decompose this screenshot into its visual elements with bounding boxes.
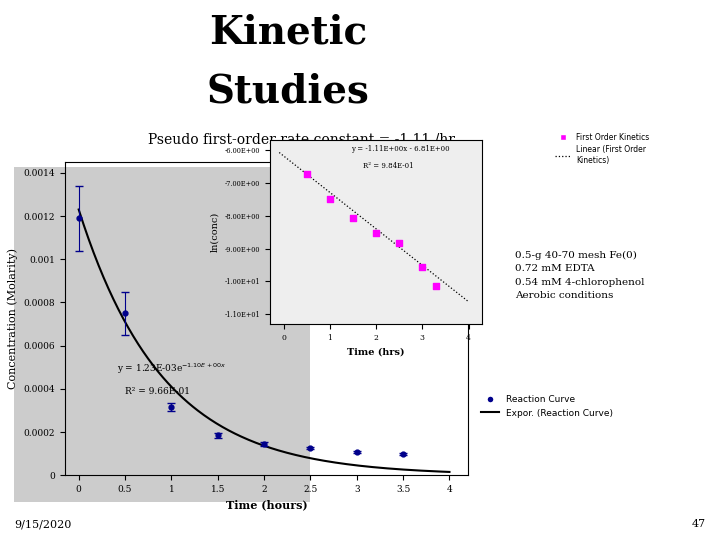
Text: y = -1.11E+00x - 6.81E+00: y = -1.11E+00x - 6.81E+00: [351, 145, 449, 153]
Y-axis label: ln(conc): ln(conc): [210, 212, 219, 252]
Text: Kinetic: Kinetic: [209, 14, 367, 51]
Point: [417, 262, 428, 271]
Text: R² = 9.84E-01: R² = 9.84E-01: [364, 162, 414, 170]
Legend: First Order Kinetics, Linear (First Order
Kinetics): First Order Kinetics, Linear (First Orde…: [552, 130, 653, 168]
Point: [431, 282, 442, 291]
Text: Pseudo first-order rate constant = -1.11 /hr.: Pseudo first-order rate constant = -1.11…: [148, 132, 457, 146]
Y-axis label: Concentration (Molarity): Concentration (Molarity): [7, 248, 18, 389]
Text: 47: 47: [691, 519, 706, 529]
Text: y = 1.23E-03e$^{-1.10E+00x}$: y = 1.23E-03e$^{-1.10E+00x}$: [117, 361, 227, 376]
Point: [370, 228, 382, 237]
Point: [301, 170, 312, 179]
Text: 0.5-g 40-70 mesh Fe(0)
0.72 mM EDTA
0.54 mM 4-chlorophenol
Aerobic conditions: 0.5-g 40-70 mesh Fe(0) 0.72 mM EDTA 0.54…: [515, 251, 644, 300]
X-axis label: Time (hrs): Time (hrs): [348, 347, 405, 356]
Text: R² = 9.66E-01: R² = 9.66E-01: [125, 387, 190, 396]
Point: [394, 239, 405, 248]
Point: [347, 213, 359, 222]
X-axis label: Time (hours): Time (hours): [225, 500, 307, 510]
Legend: Reaction Curve, Expor. (Reaction Curve): Reaction Curve, Expor. (Reaction Curve): [477, 392, 617, 421]
Text: Studies: Studies: [207, 73, 369, 111]
Point: [324, 195, 336, 204]
Text: 9/15/2020: 9/15/2020: [14, 519, 72, 529]
